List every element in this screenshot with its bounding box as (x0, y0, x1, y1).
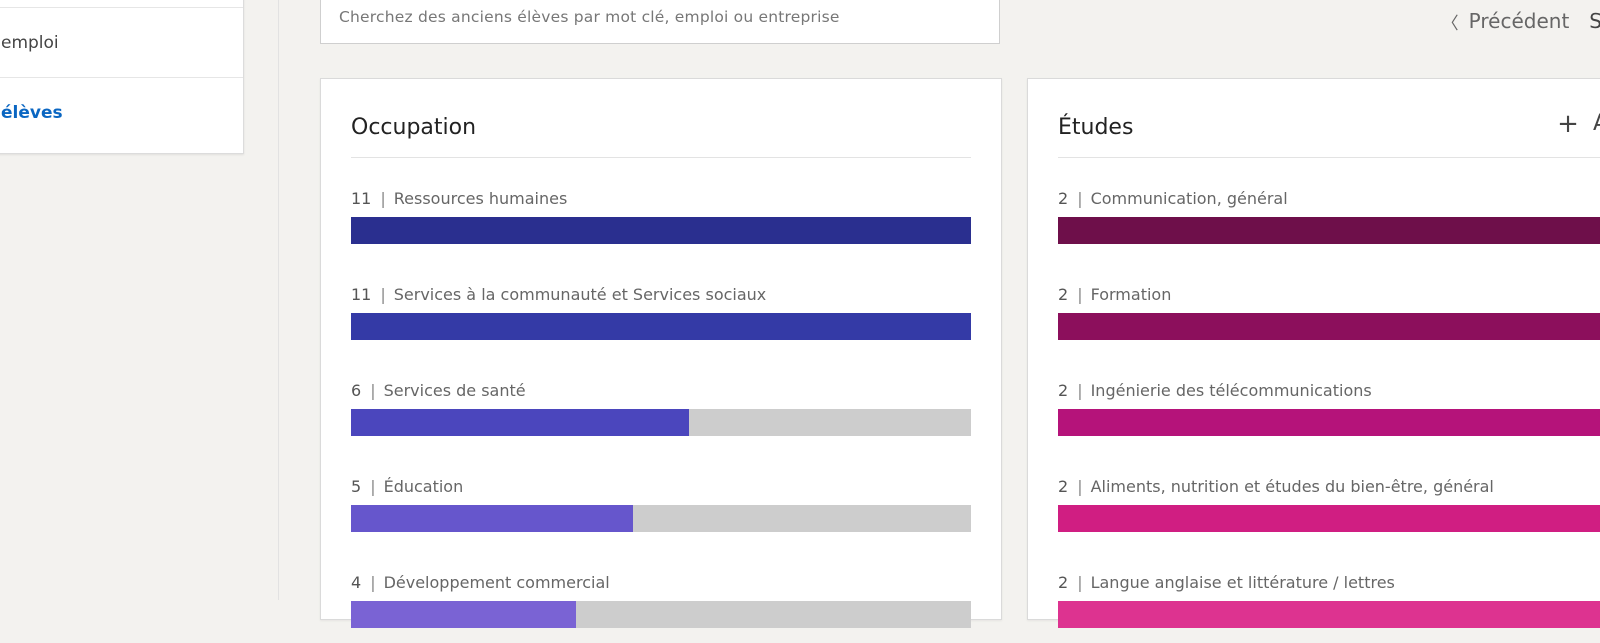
progress-track (1058, 217, 1600, 244)
row-label: 2 | Ingénierie des télécommunications (1058, 381, 1600, 400)
etudes-row[interactable]: 2 | Aliments, nutrition et études du bien-… (1058, 477, 1600, 547)
occupation-title: Occupation (351, 115, 477, 140)
progress-track (351, 505, 971, 532)
progress-fill (1058, 601, 1600, 628)
etudes-row[interactable]: 2 | Ingénierie des télécommunications (1058, 381, 1600, 451)
row-label: 2 | Formation (1058, 285, 1600, 304)
separator: | (380, 285, 386, 304)
sidebar-item-eleves[interactable]: élèves (0, 77, 243, 148)
row-label: 6 | Services de santé (351, 381, 971, 400)
previous-button[interactable]: 〈 Précédent (1442, 9, 1570, 34)
search-placeholder: Cherchez des anciens élèves par mot clé,… (339, 8, 840, 26)
row-label: 2 | Communication, général (1058, 189, 1600, 208)
row-text: Services de santé (383, 381, 526, 400)
row-text: Services à la communauté et Services soc… (393, 285, 767, 304)
progress-track (1058, 601, 1600, 628)
row-count: 2 (1058, 573, 1069, 592)
card-divider (1058, 157, 1600, 158)
occupation-card: Occupation 11 | Ressources humaines 11 | Serv… (320, 78, 1002, 628)
occupation-row[interactable]: 5 | Éducation (351, 477, 971, 547)
separator: | (370, 477, 376, 496)
separator: | (1077, 573, 1083, 592)
row-text: Langue anglaise et littérature / lettres (1090, 573, 1395, 592)
chevron-left-icon: 〈 (1441, 13, 1459, 34)
next-button[interactable]: S (1589, 9, 1600, 33)
etudes-card: Études + A 2 | Communication, général 2 | For… (1027, 78, 1600, 628)
row-count: 2 (1058, 285, 1069, 304)
progress-fill (351, 313, 971, 340)
add-label: A (1593, 111, 1600, 137)
row-label: 2 | Aliments, nutrition et études du bien-… (1058, 477, 1600, 496)
row-count: 2 (1058, 381, 1069, 400)
occupation-row[interactable]: 11 | Ressources humaines (351, 189, 971, 259)
sidebar-item-label: emploi (1, 33, 59, 53)
occupation-row[interactable]: 11 | Services à la communauté et Services … (351, 285, 971, 355)
etudes-row[interactable]: 2 | Langue anglaise et littérature / lettr… (1058, 573, 1600, 643)
progress-track (351, 601, 971, 628)
row-count: 2 (1058, 477, 1069, 496)
column-divider (278, 0, 279, 600)
row-count: 6 (351, 381, 362, 400)
search-input[interactable]: Cherchez des anciens élèves par mot clé,… (320, 0, 1000, 44)
progress-fill (1058, 409, 1600, 436)
row-text: Éducation (383, 477, 464, 496)
etudes-row[interactable]: 2 | Formation (1058, 285, 1600, 355)
row-label: 11 | Services à la communauté et Services … (351, 285, 971, 304)
sidebar-card: emploi élèves (0, 0, 244, 154)
sidebar-item-label: élèves (1, 103, 63, 123)
separator: | (1077, 477, 1083, 496)
etudes-row[interactable]: 2 | Communication, général (1058, 189, 1600, 259)
occupation-row[interactable]: 6 | Services de santé (351, 381, 971, 451)
progress-track (1058, 505, 1600, 532)
progress-track (1058, 409, 1600, 436)
progress-fill (351, 217, 971, 244)
add-button[interactable]: + A (1557, 111, 1600, 137)
separator: | (1077, 285, 1083, 304)
row-text: Aliments, nutrition et études du bien-êt… (1090, 477, 1494, 496)
separator: | (370, 381, 376, 400)
occupation-row[interactable]: 4 | Développement commercial (351, 573, 971, 643)
progress-fill (351, 601, 577, 628)
row-count: 5 (351, 477, 362, 496)
progress-fill (351, 409, 690, 436)
row-count: 11 (351, 285, 372, 304)
row-label: 11 | Ressources humaines (351, 189, 971, 208)
progress-track (351, 217, 971, 244)
previous-label: Précédent (1468, 9, 1570, 33)
row-label: 5 | Éducation (351, 477, 971, 496)
separator: | (380, 189, 386, 208)
sidebar-item-emploi[interactable]: emploi (0, 7, 243, 78)
row-label: 4 | Développement commercial (351, 573, 971, 592)
row-text: Ressources humaines (393, 189, 568, 208)
row-text: Communication, général (1090, 189, 1288, 208)
separator: | (1077, 189, 1083, 208)
row-count: 2 (1058, 189, 1069, 208)
plus-icon: + (1557, 109, 1579, 139)
progress-fill (1058, 505, 1600, 532)
row-text: Ingénierie des télécommunications (1090, 381, 1372, 400)
progress-fill (1058, 313, 1600, 340)
etudes-title: Études (1058, 115, 1134, 140)
card-divider (351, 157, 971, 158)
progress-track (1058, 313, 1600, 340)
row-text: Formation (1090, 285, 1172, 304)
row-text: Développement commercial (383, 573, 610, 592)
row-label: 2 | Langue anglaise et littérature / lettr… (1058, 573, 1600, 592)
progress-fill (1058, 217, 1600, 244)
progress-track (351, 409, 971, 436)
row-count: 11 (351, 189, 372, 208)
pagination: 〈 Précédent S (1442, 6, 1600, 36)
progress-track (351, 313, 971, 340)
row-count: 4 (351, 573, 362, 592)
separator: | (1077, 381, 1083, 400)
progress-fill (351, 505, 633, 532)
separator: | (370, 573, 376, 592)
